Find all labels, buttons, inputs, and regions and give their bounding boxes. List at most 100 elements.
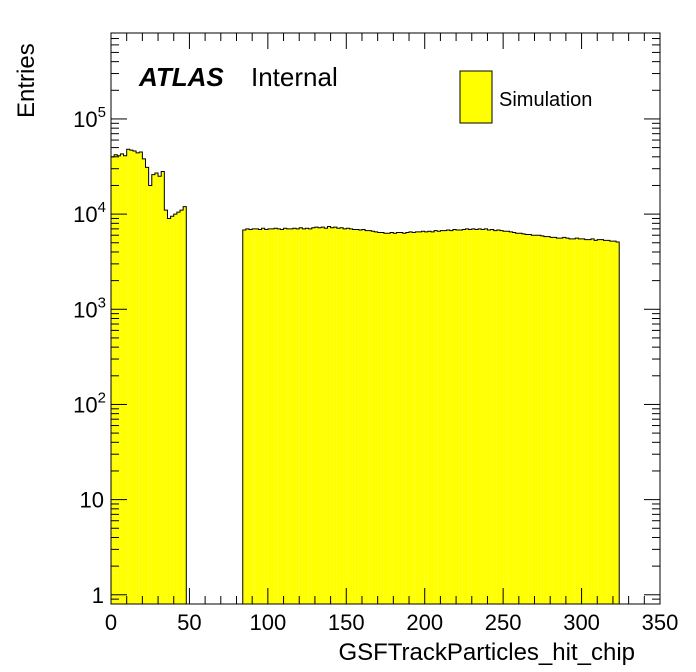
histogram-bin [478,228,482,604]
histogram-bin [374,231,378,604]
legend: Simulation [459,70,592,124]
histogram-bin [151,174,155,605]
histogram-bin [258,229,262,604]
histogram-bin [575,238,579,604]
histogram-bin [405,232,410,604]
histogram-bin [512,232,516,604]
histogram-bin [170,216,174,604]
x-tick-label: 350 [642,610,679,635]
histogram-bin [459,230,463,604]
histogram-bin [465,228,469,604]
histogram-bin [340,227,344,604]
histogram-bin [547,236,551,604]
histogram-bin [336,228,341,604]
histogram-bin [468,229,472,604]
histogram-bin [289,228,293,604]
y-axis-title: Entries [13,43,40,118]
histogram-bin [565,238,570,604]
histogram-bin [471,228,475,604]
histogram-bin [490,229,494,604]
histogram-bin [569,238,573,604]
histogram-bin [427,231,431,605]
histogram-bin [515,233,519,604]
histogram-bin [434,230,438,605]
histogram-bin [111,156,115,604]
histogram-bin [343,228,347,604]
histogram-bin [421,231,425,605]
histogram-bin [355,229,359,604]
x-tick-label: 0 [105,610,117,635]
histogram-bin [525,234,529,605]
histogram-bin [597,239,601,604]
histogram-bin [123,155,127,604]
y-tick-label: 104 [73,199,106,227]
histogram-bin [537,235,541,605]
histogram-bin [305,228,309,604]
histogram-bin [484,228,488,604]
histogram-bin [358,230,362,604]
histogram-bin [449,230,453,605]
histogram-bin [440,230,444,605]
histogram-bin [142,158,146,604]
histogram-bin [456,230,460,604]
histogram-bin [371,231,375,605]
histogram-bin [308,228,312,604]
histogram-bin [424,231,428,604]
x-tick-label: 150 [328,610,365,635]
histogram-bin [139,151,143,605]
histogram-bin [183,206,187,604]
histogram-bin [387,233,391,604]
histogram-bars [110,148,620,605]
histogram-bin [267,228,271,604]
histogram-bin [506,231,510,605]
histogram-bin [415,231,419,604]
histogram-bin [399,232,403,604]
histogram-bin [616,241,620,604]
histogram-bin [531,235,535,605]
histogram-bin [277,228,281,604]
histogram-bin [437,231,441,605]
histogram-bin [556,238,560,604]
histogram-bin [578,238,582,604]
histogram-bin [600,239,604,604]
histogram-bin [474,229,479,604]
internal-label: Internal [251,62,338,92]
histogram-bin [462,229,466,604]
histogram-bin [559,238,563,604]
histogram-bin [550,237,554,604]
histogram-bin [126,149,130,604]
histogram-bin [173,214,177,605]
histogram-bin [255,228,259,604]
histogram-bin [346,228,350,604]
y-tick-labels: 1 10 102 103 104 105 [73,104,106,608]
y-tick-label: 10 [80,488,104,513]
histogram-bin [318,227,322,604]
y-tick-label: 102 [73,389,106,417]
histogram-bin [270,228,275,604]
histogram-bin [609,241,613,604]
histogram-bin [603,240,607,605]
histogram-bin [129,150,133,604]
histogram-bin [590,238,595,604]
histogram-bin [383,233,388,604]
histogram-bin [252,228,256,604]
histogram-bin [534,235,538,605]
histogram-bin [390,232,394,604]
histogram-bin [553,237,557,604]
histogram-bin [377,232,381,604]
histogram-bin [242,230,246,604]
histogram-bin [446,230,450,604]
histogram-bin [361,229,366,604]
histogram-bin [145,167,149,604]
histogram-bin [120,153,124,604]
histogram-bin [132,151,137,605]
histogram-bin [562,237,566,604]
histogram-bin [412,232,416,604]
histogram-bin [584,239,588,604]
histogram-bin [114,154,118,605]
histogram-bin [402,233,406,604]
histogram-bin [176,212,181,604]
legend-swatch [459,70,493,124]
histogram-bin [333,227,337,604]
